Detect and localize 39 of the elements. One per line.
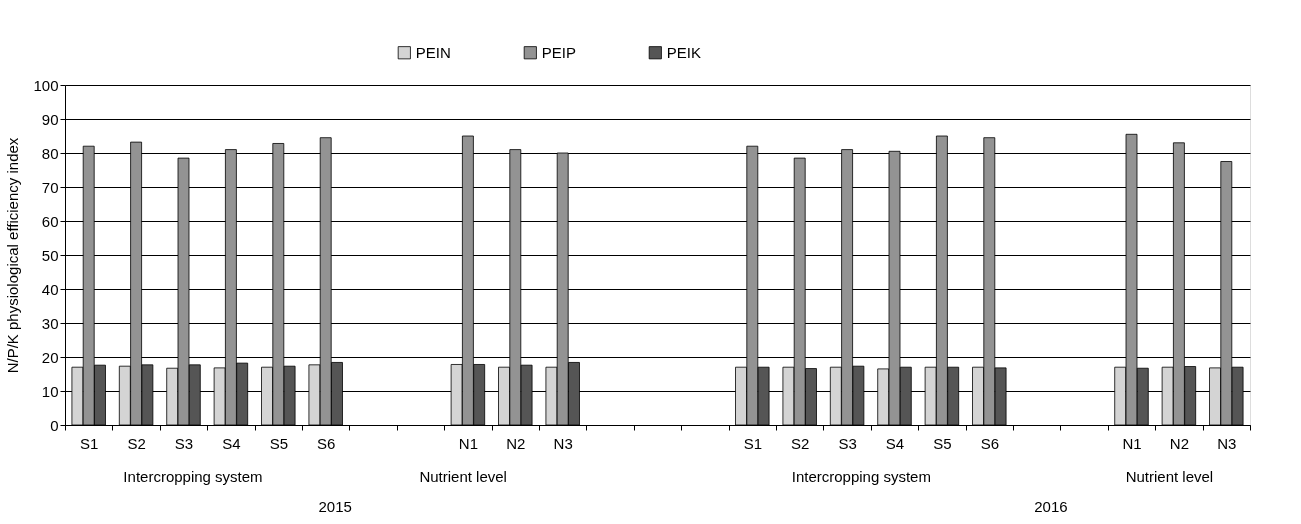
x-tick-label: N3 xyxy=(553,434,573,452)
text: Intercropping system xyxy=(123,468,263,485)
y-tick-label: 40 xyxy=(41,280,59,298)
x-tick-label: S3 xyxy=(838,434,857,452)
x-tick-label: S5 xyxy=(933,434,952,452)
x-tick-label: S1 xyxy=(743,434,762,452)
legend-label: PEIP xyxy=(541,43,576,61)
y-tick-label: 60 xyxy=(41,212,59,230)
y-tick-label: 70 xyxy=(41,178,59,196)
x-tick-label: S6 xyxy=(317,434,336,452)
text: 2016 xyxy=(1034,498,1068,515)
y-tick-label: 50 xyxy=(41,246,59,264)
x-tick-label: N3 xyxy=(1217,434,1237,452)
y-axis-title: N/P/K physiological efficiency index xyxy=(4,137,22,374)
x-tick-label: S3 xyxy=(174,434,194,452)
text: Nutrient level xyxy=(419,468,507,485)
x-tick-label: S5 xyxy=(269,434,288,452)
x-tick-label: S6 xyxy=(980,434,999,452)
x-tick-label: N2 xyxy=(506,434,526,452)
y-tick-label: 90 xyxy=(41,110,59,128)
x-tick-label: N1 xyxy=(458,434,478,452)
x-tick-label: N1 xyxy=(1122,434,1142,452)
y-tick-label: 10 xyxy=(41,382,59,400)
x-tick-label: S1 xyxy=(80,434,99,452)
x-tick-label: S2 xyxy=(791,434,810,452)
y-tick-label: 80 xyxy=(41,144,59,162)
y-tick-label: 100 xyxy=(33,76,59,94)
y-tick-label: 0 xyxy=(50,416,59,434)
text: Nutrient level xyxy=(1125,468,1214,485)
text: Intercropping system xyxy=(791,468,931,485)
text: 2015 xyxy=(318,498,352,515)
legend-label: PEIK xyxy=(666,43,701,61)
x-tick-label: S2 xyxy=(127,434,146,452)
x-tick-label: S4 xyxy=(885,434,905,452)
y-tick-label: 30 xyxy=(41,314,59,332)
y-tick-label: 20 xyxy=(41,348,59,366)
x-tick-label: S4 xyxy=(222,434,241,452)
x-tick-label: N2 xyxy=(1169,434,1189,452)
legend-label: PEIN xyxy=(415,43,451,61)
